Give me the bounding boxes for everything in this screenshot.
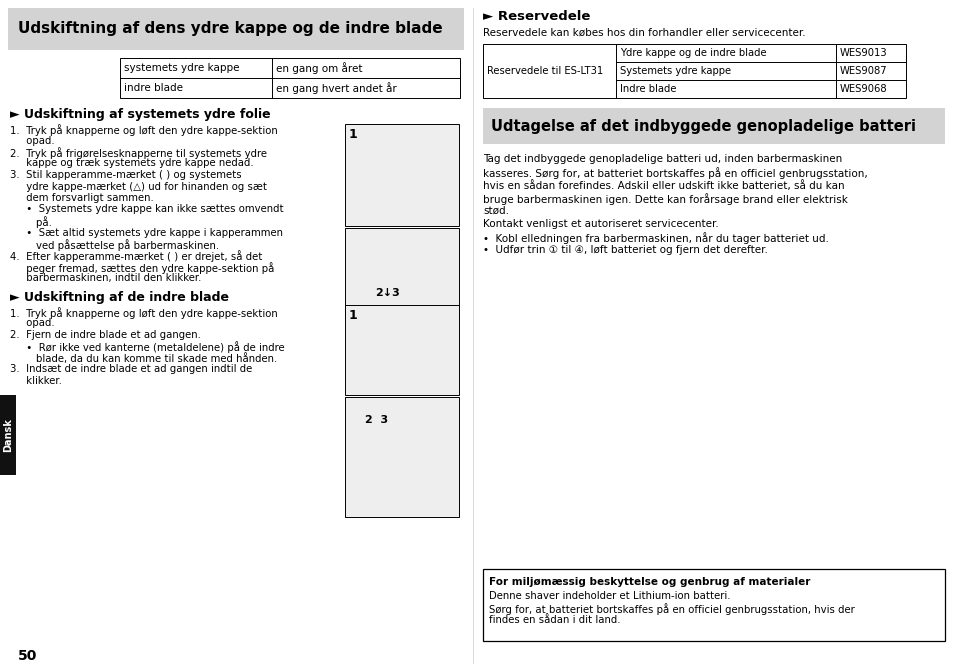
Text: 3.  Stil kapperamme-mærket ( ) og systemets: 3. Stil kapperamme-mærket ( ) og systeme…	[10, 170, 241, 180]
Text: ved påsættelse på barbermaskinen.: ved påsættelse på barbermaskinen.	[10, 239, 219, 251]
Text: 4.  Efter kapperamme-mærket ( ) er drejet, så det: 4. Efter kapperamme-mærket ( ) er drejet…	[10, 250, 262, 262]
Text: Reservedele til ES-LT31: Reservedele til ES-LT31	[486, 66, 602, 76]
Text: 2↓3: 2↓3	[375, 288, 399, 298]
Text: Udtagelse af det indbyggede genopladelige batteri: Udtagelse af det indbyggede genopladelig…	[491, 119, 915, 134]
Text: 2  3: 2 3	[365, 415, 388, 425]
Text: på.: på.	[10, 216, 51, 228]
Text: stød.: stød.	[482, 206, 509, 216]
Text: WES9068: WES9068	[840, 84, 886, 94]
Text: Sørg for, at batteriet bortskaffes på en officiel genbrugsstation, hvis der: Sørg for, at batteriet bortskaffes på en…	[489, 603, 854, 615]
Text: WES9087: WES9087	[840, 66, 886, 76]
Bar	[482, 44, 905, 98]
Text: Denne shaver indeholder et Lithium-ion batteri.: Denne shaver indeholder et Lithium-ion b…	[489, 591, 730, 601]
Text: 3.  Indsæt de indre blade et ad gangen indtil de: 3. Indsæt de indre blade et ad gangen in…	[10, 364, 252, 374]
Text: •  Udfør trin ① til ④, løft batteriet og fjern det derefter.: • Udfør trin ① til ④, løft batteriet og …	[482, 245, 767, 255]
Text: WES9013: WES9013	[840, 48, 886, 58]
Text: systemets ydre kappe: systemets ydre kappe	[124, 63, 239, 73]
Text: klikker.: klikker.	[10, 376, 62, 386]
Text: 1: 1	[349, 128, 357, 141]
Text: Dansk: Dansk	[3, 418, 13, 452]
Bar	[120, 58, 459, 98]
Text: kasseres. Sørg for, at batteriet bortskaffes på en officiel genbrugsstation,: kasseres. Sørg for, at batteriet bortska…	[482, 167, 867, 179]
Text: 2.  Tryk på frigørelsesknapperne til systemets ydre: 2. Tryk på frigørelsesknapperne til syst…	[10, 147, 267, 159]
Bar	[345, 228, 458, 318]
Text: For miljømæssig beskyttelse og genbrug af materialer: For miljømæssig beskyttelse og genbrug a…	[489, 577, 809, 587]
Text: barbermaskinen, indtil den klikker.: barbermaskinen, indtil den klikker.	[10, 274, 201, 284]
Text: Ydre kappe og de indre blade: Ydre kappe og de indre blade	[619, 48, 766, 58]
Text: Udskiftning af dens ydre kappe og de indre blade: Udskiftning af dens ydre kappe og de ind…	[18, 21, 442, 36]
Text: hvis en sådan forefindes. Adskil eller udskift ikke batteriet, så du kan: hvis en sådan forefindes. Adskil eller u…	[482, 180, 843, 191]
Text: Systemets ydre kappe: Systemets ydre kappe	[619, 66, 730, 76]
Text: ydre kappe-mærket (△) ud for hinanden og sæt: ydre kappe-mærket (△) ud for hinanden og…	[10, 181, 267, 191]
Text: opad.: opad.	[10, 319, 54, 329]
Text: 1.  Tryk på knapperne og løft den ydre kappe-sektion: 1. Tryk på knapperne og løft den ydre ka…	[10, 307, 277, 319]
Text: indre blade: indre blade	[124, 83, 183, 93]
Text: dem forsvarligt sammen.: dem forsvarligt sammen.	[10, 193, 153, 203]
Text: en gang om året: en gang om året	[275, 62, 362, 74]
Text: peger fremad, sættes den ydre kappe-sektion på: peger fremad, sættes den ydre kappe-sekt…	[10, 262, 274, 274]
Bar	[345, 397, 458, 517]
Text: Reservedele kan købes hos din forhandler eller servicecenter.: Reservedele kan købes hos din forhandler…	[482, 28, 804, 38]
Text: ► Udskiftning af de indre blade: ► Udskiftning af de indre blade	[10, 291, 229, 304]
Text: kappe og træk systemets ydre kappe nedad.: kappe og træk systemets ydre kappe nedad…	[10, 158, 253, 168]
Text: bruge barbermaskinen igen. Dette kan forårsage brand eller elektrisk: bruge barbermaskinen igen. Dette kan for…	[482, 193, 847, 205]
Bar	[0, 395, 16, 475]
Text: Tag det indbyggede genopladelige batteri ud, inden barbermaskinen: Tag det indbyggede genopladelige batteri…	[482, 154, 841, 164]
Text: Indre blade: Indre blade	[619, 84, 676, 94]
Text: findes en sådan i dit land.: findes en sådan i dit land.	[489, 615, 619, 625]
Text: •  Systemets ydre kappe kan ikke sættes omvendt: • Systemets ydre kappe kan ikke sættes o…	[10, 205, 283, 215]
Bar	[345, 124, 458, 226]
Text: •  Kobl elledningen fra barbermaskinen, når du tager batteriet ud.: • Kobl elledningen fra barbermaskinen, n…	[482, 232, 828, 244]
Text: 2.  Fjern de indre blade et ad gangen.: 2. Fjern de indre blade et ad gangen.	[10, 330, 201, 340]
Bar	[482, 569, 944, 641]
Text: 1: 1	[349, 309, 357, 322]
Text: Kontakt venligst et autoriseret servicecenter.: Kontakt venligst et autoriseret servicec…	[482, 219, 718, 229]
Bar	[345, 305, 458, 395]
Text: ► Reservedele: ► Reservedele	[482, 10, 590, 23]
Text: 50: 50	[18, 649, 37, 663]
Text: •  Sæt altid systemets ydre kappe i kapperammen: • Sæt altid systemets ydre kappe i kappe…	[10, 227, 283, 238]
Bar	[8, 8, 463, 50]
Text: opad.: opad.	[10, 136, 54, 146]
Text: 1.  Tryk på knapperne og løft den ydre kappe-sektion: 1. Tryk på knapperne og løft den ydre ka…	[10, 124, 277, 136]
Bar	[482, 108, 944, 144]
Text: en gang hvert andet år: en gang hvert andet år	[275, 82, 396, 94]
Text: ► Udskiftning af systemets ydre folie: ► Udskiftning af systemets ydre folie	[10, 108, 271, 121]
Text: •  Rør ikke ved kanterne (metaldelene) på de indre: • Rør ikke ved kanterne (metaldelene) på…	[10, 342, 284, 354]
Text: blade, da du kan komme til skade med hånden.: blade, da du kan komme til skade med hån…	[10, 353, 277, 364]
